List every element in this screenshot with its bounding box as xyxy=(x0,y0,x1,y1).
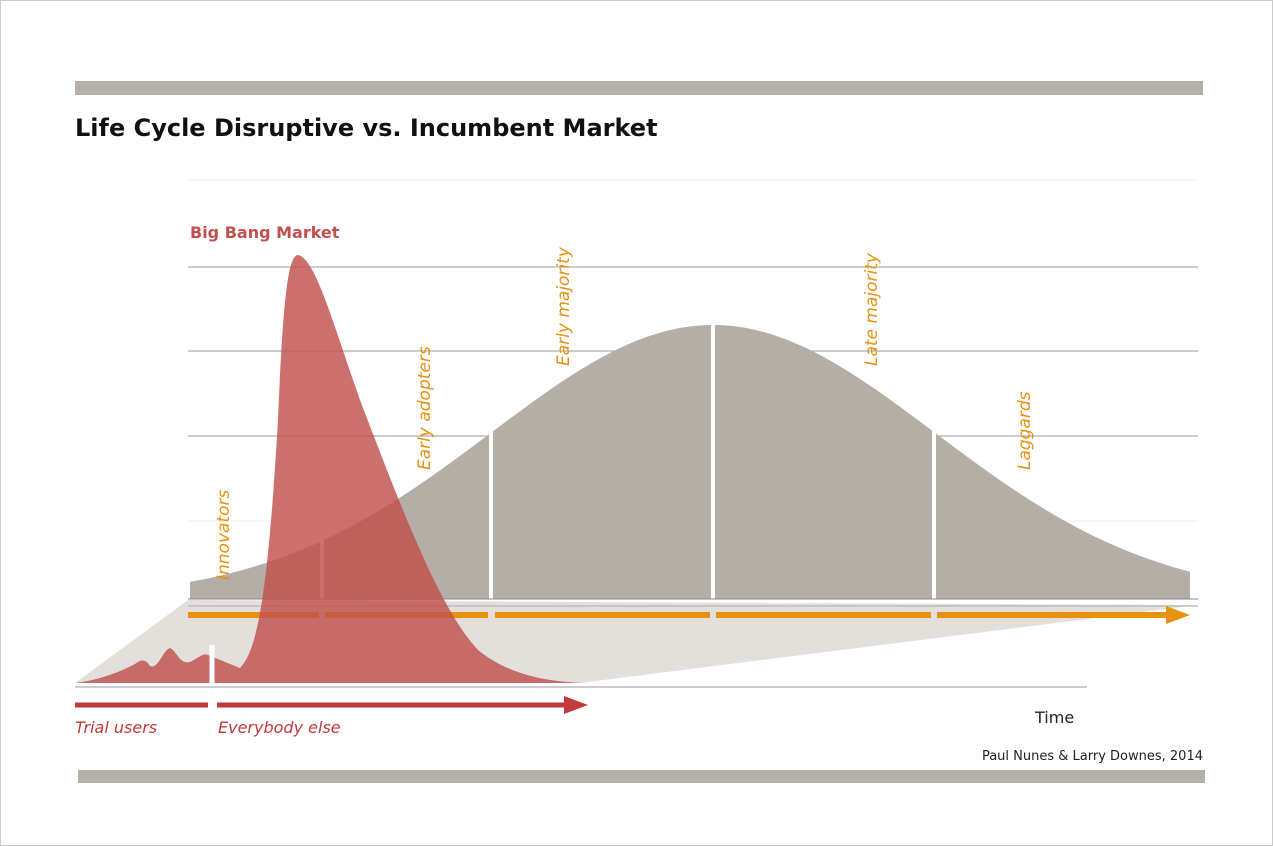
arrow-head xyxy=(1166,606,1190,624)
trial-label: Trial users xyxy=(75,718,157,737)
bottom-bar xyxy=(78,770,1205,783)
title: Life Cycle Disruptive vs. Incumbent Mark… xyxy=(75,114,658,142)
credit: Paul Nunes & Larry Downes, 2014 xyxy=(982,749,1203,764)
everybody-label: Everybody else xyxy=(218,718,341,737)
big-bang-curve xyxy=(75,255,585,683)
segment-label: Late majority xyxy=(862,252,882,366)
bell-curve xyxy=(190,325,1190,599)
segment-label: Laggards xyxy=(1015,391,1035,470)
top-bar xyxy=(75,81,1203,95)
arrow-head xyxy=(564,696,588,714)
time-label: Time xyxy=(1034,708,1074,727)
big-bang-label: Big Bang Market xyxy=(190,223,340,242)
segment-label: Early adopters xyxy=(415,346,435,470)
segment-label: Innovators xyxy=(214,490,234,580)
segment-label: Early majority xyxy=(554,246,574,366)
